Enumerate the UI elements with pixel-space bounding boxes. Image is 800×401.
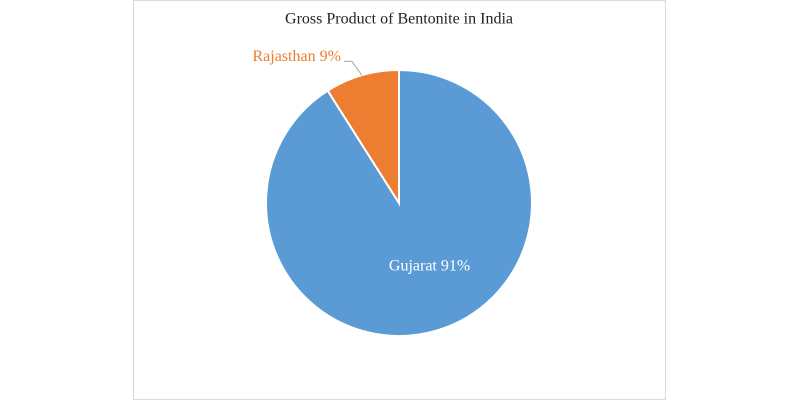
chart-title: Gross Product of Bentonite in India <box>285 11 513 28</box>
leader-line <box>343 60 363 76</box>
data-label: Rajasthan 9% <box>252 48 340 65</box>
data-label: Gujarat 91% <box>389 258 470 275</box>
